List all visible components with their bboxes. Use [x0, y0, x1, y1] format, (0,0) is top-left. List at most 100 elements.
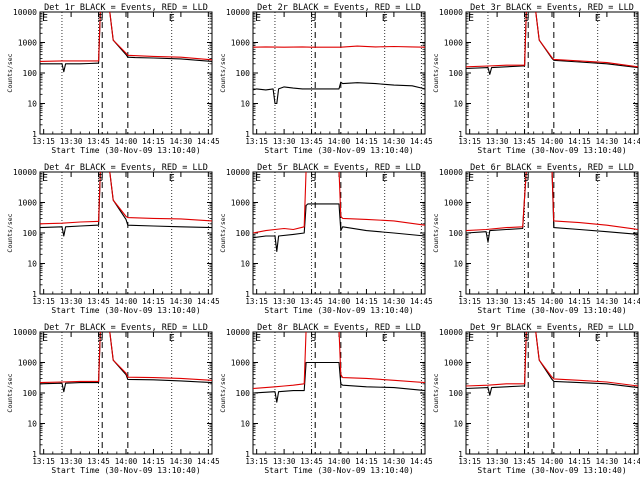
detector-panel-3: Det 3r BLACK = Events, RED = LLD 1 10 100 10… [432, 3, 640, 155]
x-axis-label: Start Time (30-Nov-09 13:10:40) [51, 146, 200, 155]
marker-label: E [169, 13, 175, 24]
y-tick-label: 1000 [231, 39, 250, 48]
x-tick-label: 14:45 [623, 457, 640, 466]
marker-label: S [97, 13, 103, 24]
series-line-lld [466, 332, 638, 387]
x-tick-label: 13:45 [87, 297, 110, 306]
plot-area [466, 172, 638, 294]
x-tick-label: 14:30 [383, 457, 406, 466]
x-tick-label: 14:45 [623, 137, 640, 146]
x-tick-label: 14:45 [197, 297, 220, 306]
series-line-lld [40, 172, 212, 225]
detector-panel-2: Det 2r BLACK = Events, RED = LLD 1 10 100 10… [219, 3, 433, 155]
plot-frame [465, 11, 639, 135]
y-tick-label: 1 [245, 290, 250, 299]
detector-panel-1: Det 1r BLACK = Events, RED = LLD 1 10 100 10… [6, 3, 220, 155]
y-tick-label: 1000 [231, 199, 250, 208]
x-tick-label: 13:15 [458, 297, 481, 306]
marker-label: E [382, 13, 388, 24]
y-tick-label: 10000 [13, 168, 37, 177]
plot-frame [465, 171, 639, 295]
y-tick-label: 10000 [439, 328, 463, 337]
x-tick-label: 14:15 [355, 297, 378, 306]
x-tick-label: 14:45 [197, 137, 220, 146]
series-line-lld [466, 172, 638, 232]
x-tick-label: 14:15 [142, 137, 165, 146]
x-tick-label: 13:30 [273, 297, 296, 306]
series-line-events [466, 12, 638, 75]
plot-area [466, 12, 638, 134]
x-tick-label: 13:15 [458, 137, 481, 146]
x-tick-label: 14:30 [596, 137, 619, 146]
x-tick-label: 13:45 [300, 297, 323, 306]
panel-title: Det 8r BLACK = Events, RED = LLD [257, 323, 421, 333]
marker-label: S [97, 173, 103, 184]
y-tick-label: 100 [23, 69, 38, 78]
marker-label: E [595, 13, 601, 24]
x-tick-label: 14:30 [596, 297, 619, 306]
x-tick-label: 13:15 [32, 457, 55, 466]
x-tick-label: 13:30 [486, 137, 509, 146]
x-tick-label: 13:15 [32, 137, 55, 146]
y-tick-label: 10 [27, 100, 37, 109]
detector-panel-5: Det 5r BLACK = Events, RED = LLD 1 10 100 10… [219, 163, 433, 315]
y-axis-label: Counts/sec [432, 213, 440, 252]
x-tick-label: 14:00 [328, 297, 351, 306]
x-tick-label: 13:45 [513, 137, 536, 146]
y-tick-label: 1 [245, 450, 250, 459]
y-tick-label: 1 [32, 290, 37, 299]
panel-title: Det 5r BLACK = Events, RED = LLD [257, 163, 421, 173]
marker-label: E [255, 333, 261, 344]
detector-panel-7: Det 7r BLACK = Events, RED = LLD 1 10 100 10… [6, 323, 220, 475]
x-tick-label: 13:30 [60, 137, 83, 146]
plot-frame [39, 11, 213, 135]
x-tick-label: 14:30 [170, 297, 193, 306]
x-tick-label: 14:15 [568, 297, 591, 306]
y-tick-label: 100 [449, 229, 464, 238]
series-line-events [253, 361, 425, 403]
marker-label: S [310, 173, 316, 184]
y-axis-label: Counts/sec [6, 53, 14, 92]
series-line-lld [253, 172, 425, 234]
marker-label: S [523, 173, 529, 184]
plot-area [466, 332, 638, 454]
x-tick-label: 14:45 [623, 297, 640, 306]
series-line-lld [253, 332, 425, 390]
marker-label: E [42, 13, 48, 24]
y-axis-label: Counts/sec [219, 53, 227, 92]
x-tick-label: 13:45 [300, 137, 323, 146]
y-axis-label: Counts/sec [432, 53, 440, 92]
y-tick-label: 1000 [444, 199, 463, 208]
panel-title: Det 4r BLACK = Events, RED = LLD [44, 163, 208, 173]
x-axis-label: Start Time (30-Nov-09 13:10:40) [264, 466, 413, 475]
series-line-events [40, 332, 212, 393]
y-tick-label: 100 [23, 389, 38, 398]
y-tick-label: 100 [236, 389, 251, 398]
y-tick-label: 1 [32, 450, 37, 459]
marker-label: S [310, 333, 316, 344]
marker-label: S [97, 333, 103, 344]
x-tick-label: 14:15 [142, 457, 165, 466]
marker-label: E [468, 333, 474, 344]
series-line-lld [40, 332, 212, 384]
x-axis-label: Start Time (30-Nov-09 13:10:40) [51, 306, 200, 315]
marker-label: E [255, 173, 261, 184]
y-tick-label: 10 [453, 100, 463, 109]
plot-area [253, 12, 425, 134]
series-line-events [40, 172, 212, 237]
y-tick-label: 100 [236, 69, 251, 78]
panel-title: Det 6r BLACK = Events, RED = LLD [470, 163, 634, 173]
x-tick-label: 14:30 [170, 137, 193, 146]
y-tick-label: 1 [458, 130, 463, 139]
x-tick-label: 13:15 [245, 297, 268, 306]
y-tick-label: 10000 [13, 8, 37, 17]
y-tick-label: 1000 [444, 39, 463, 48]
marker-label: E [468, 13, 474, 24]
marker-label: S [523, 13, 529, 24]
y-tick-label: 1 [32, 130, 37, 139]
x-tick-label: 14:45 [197, 457, 220, 466]
y-tick-label: 10000 [226, 8, 250, 17]
y-tick-label: 10 [453, 420, 463, 429]
y-tick-label: 1000 [231, 359, 250, 368]
